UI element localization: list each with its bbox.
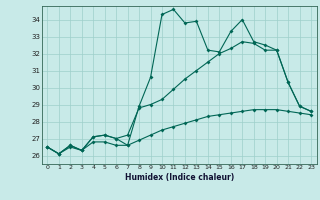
X-axis label: Humidex (Indice chaleur): Humidex (Indice chaleur) bbox=[124, 173, 234, 182]
